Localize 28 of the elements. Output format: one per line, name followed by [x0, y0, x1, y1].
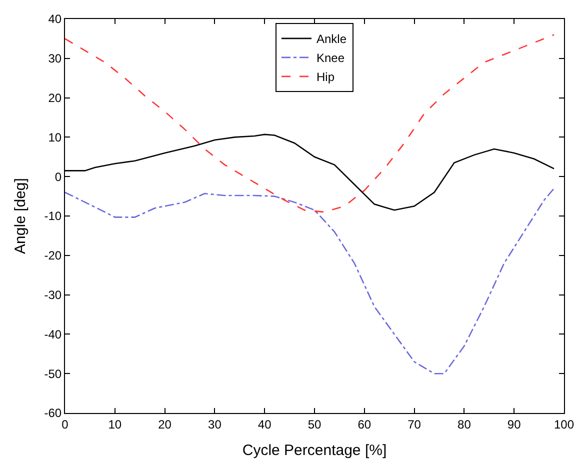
- legend-label: Hip: [316, 70, 335, 84]
- x-tick-label: 30: [208, 417, 222, 432]
- x-tick-label: 10: [108, 417, 122, 432]
- x-tick-label: 20: [158, 417, 172, 432]
- y-axis-title: Angle [deg]: [12, 178, 29, 254]
- y-tick-label: 40: [48, 12, 62, 26]
- y-tick-label: 0: [54, 170, 62, 184]
- y-tick-label: -30: [44, 288, 62, 302]
- y-tick-label: 20: [48, 91, 62, 105]
- y-tick-label: -20: [44, 248, 62, 263]
- x-tick-label: 50: [308, 417, 322, 432]
- y-tick-label: -50: [44, 366, 62, 381]
- x-tick-label: 80: [458, 417, 472, 432]
- x-axis-title: Cycle Percentage [%]: [242, 442, 387, 459]
- y-tick-label: -40: [44, 327, 62, 342]
- x-tick-label: 100: [554, 417, 574, 432]
- legend-label: Knee: [316, 51, 345, 66]
- y-tick-label: -10: [44, 209, 62, 224]
- x-tick-label: 40: [258, 417, 272, 432]
- y-tick-label: 10: [48, 130, 62, 144]
- line-series: [65, 188, 555, 374]
- y-tick-label: -60: [44, 406, 62, 420]
- line-series: [65, 34, 555, 213]
- y-tick-label: 30: [48, 52, 62, 66]
- x-tick-label: 70: [408, 417, 422, 432]
- x-tick-label: 60: [358, 417, 372, 432]
- x-tick-label: 90: [507, 417, 522, 432]
- legend-label: Ankle: [316, 32, 347, 46]
